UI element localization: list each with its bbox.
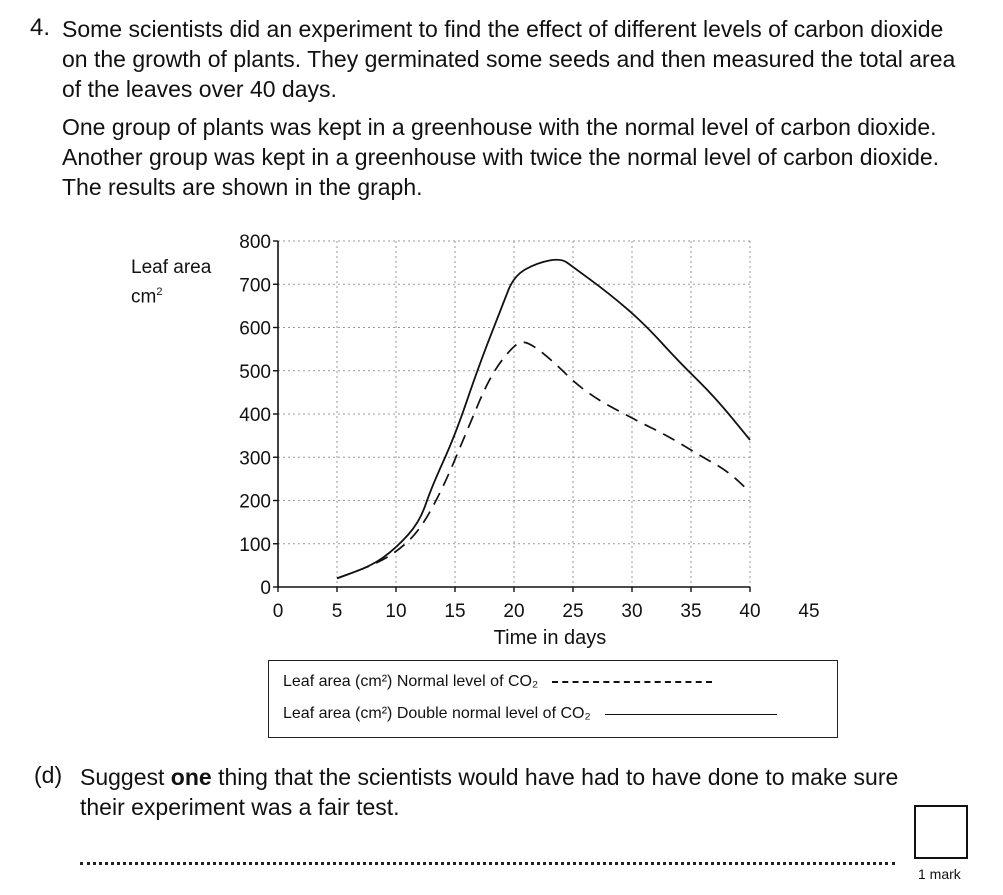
x-tick-label-1: 5 [332, 601, 343, 622]
part-d-text-bold: one [170, 764, 212, 790]
part-d-text-after: thing that the scientists would have had… [80, 764, 899, 820]
x-tick-label-7: 35 [680, 601, 701, 622]
x-tick-label-0: 0 [273, 601, 284, 622]
y-tick-label-5: 500 [239, 362, 271, 383]
mark-box [914, 805, 968, 859]
part-d-question: Suggest one thing that the scientists wo… [80, 762, 900, 822]
y-tick-label-3: 300 [239, 448, 271, 469]
mark-label: 1 mark [918, 866, 961, 882]
legend-swatch-dashed [552, 681, 713, 683]
legend-label-double: Leaf area (cm²) Double normal level of C… [283, 705, 591, 722]
y-tick-label-4: 400 [239, 405, 271, 426]
chart-ticks: 0 100 200 300 400 500 600 700 800 0 5 10 15 20 25 30 35 4… [239, 232, 819, 622]
question-paragraph-2: One group of plants was kept in a greenh… [62, 114, 940, 200]
series-line-dashed [336, 341, 751, 580]
part-d-text-before: Suggest [80, 764, 171, 790]
leaf-area-chart: 0 100 200 300 400 500 600 700 800 0 5 10 15 20 25 30 35 4… [239, 232, 819, 649]
y-tick-label-7: 700 [239, 275, 271, 296]
legend-label-normal: Leaf area (cm²) Normal level of CO₂ [283, 673, 539, 690]
x-tick-label-3: 15 [444, 601, 465, 622]
x-tick-label-2: 10 [385, 601, 406, 622]
chart-series [336, 258, 751, 580]
question-number: 4. [30, 14, 51, 41]
y-tick-label-0: 0 [260, 578, 271, 599]
y-axis-label-superscript: 2 [156, 286, 163, 298]
y-axis-label: Leaf area cm2 [131, 256, 211, 309]
chart-legend: Leaf area (cm²) Normal level of CO₂ Leaf… [268, 660, 838, 738]
x-tick-label-6: 30 [621, 601, 642, 622]
y-axis-label-line1: Leaf area [131, 257, 212, 278]
y-tick-label-6: 600 [239, 319, 271, 340]
series-line-solid [336, 258, 751, 580]
x-tick-label-5: 25 [562, 601, 583, 622]
chart-grid [278, 240, 751, 587]
y-axis-label-line2: cm [131, 286, 157, 308]
legend-swatch-solid [604, 713, 777, 715]
y-tick-label-8: 800 [239, 232, 271, 253]
legend-entry-normal: Leaf area (cm²) Normal level of CO₂ [283, 673, 713, 691]
part-d-label: (d) [34, 762, 63, 788]
question-paragraph-1: Some scientists did an experiment to fin… [62, 16, 956, 102]
y-tick-label-1: 100 [239, 535, 271, 556]
x-tick-label-8: 40 [739, 601, 760, 622]
y-tick-label-2: 200 [239, 492, 271, 513]
x-tick-label-4: 20 [503, 601, 524, 622]
x-tick-label-9: 45 [798, 601, 819, 622]
answer-line[interactable] [80, 862, 895, 865]
x-axis-title: Time in days [494, 627, 607, 649]
legend-entry-double: Leaf area (cm²) Double normal level of C… [283, 705, 777, 723]
